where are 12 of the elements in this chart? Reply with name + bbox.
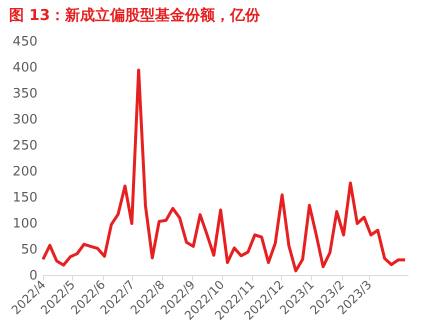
y-tick-label: 300 — [12, 112, 38, 128]
y-tick-label: 450 — [12, 34, 38, 50]
y-tick-label: 50 — [20, 242, 38, 258]
chart-title: 图 13：新成立偏股型基金份额，亿份 — [8, 6, 261, 24]
y-tick-label: 100 — [12, 216, 38, 232]
y-tick-label: 0 — [29, 268, 38, 284]
y-tick-label: 150 — [12, 190, 38, 206]
y-tick-label: 350 — [12, 86, 38, 102]
y-tick-label: 200 — [12, 164, 38, 180]
y-tick-label: 400 — [12, 60, 38, 76]
y-tick-label: 250 — [12, 138, 38, 154]
line-series — [42, 68, 407, 272]
